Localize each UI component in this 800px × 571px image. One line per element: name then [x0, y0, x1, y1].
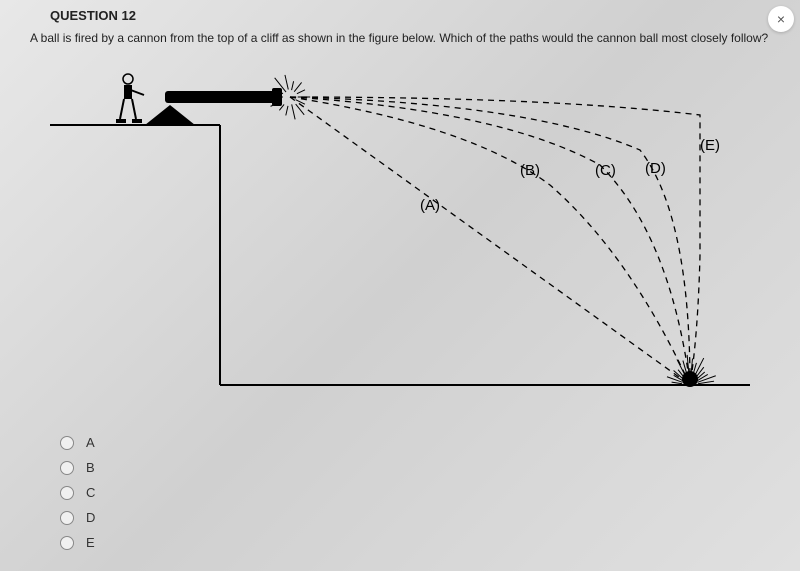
close-button[interactable]: × [768, 6, 794, 32]
radio-d[interactable] [60, 511, 74, 525]
option-row-c[interactable]: C [60, 485, 780, 500]
svg-text:(D): (D) [645, 160, 666, 177]
svg-text:(E): (E) [700, 137, 720, 154]
svg-text:(A): (A) [420, 197, 440, 214]
option-label: D [86, 510, 95, 525]
option-label: E [86, 535, 95, 550]
close-icon: × [777, 11, 785, 27]
radio-a[interactable] [60, 436, 74, 450]
option-row-d[interactable]: D [60, 510, 780, 525]
options-group: ABCDE [60, 435, 780, 550]
figure: (A) (B) (C) (D) (E) [50, 55, 770, 415]
question-text: A ball is fired by a cannon from the top… [30, 31, 780, 45]
option-row-b[interactable]: B [60, 460, 780, 475]
option-label: A [86, 435, 95, 450]
svg-text:(C): (C) [595, 162, 616, 179]
radio-c[interactable] [60, 486, 74, 500]
option-label: B [86, 460, 95, 475]
svg-text:(B): (B) [520, 162, 540, 179]
option-row-a[interactable]: A [60, 435, 780, 450]
radio-e[interactable] [60, 536, 74, 550]
radio-b[interactable] [60, 461, 74, 475]
option-row-e[interactable]: E [60, 535, 780, 550]
question-header: QUESTION 12 [50, 8, 780, 23]
option-label: C [86, 485, 95, 500]
